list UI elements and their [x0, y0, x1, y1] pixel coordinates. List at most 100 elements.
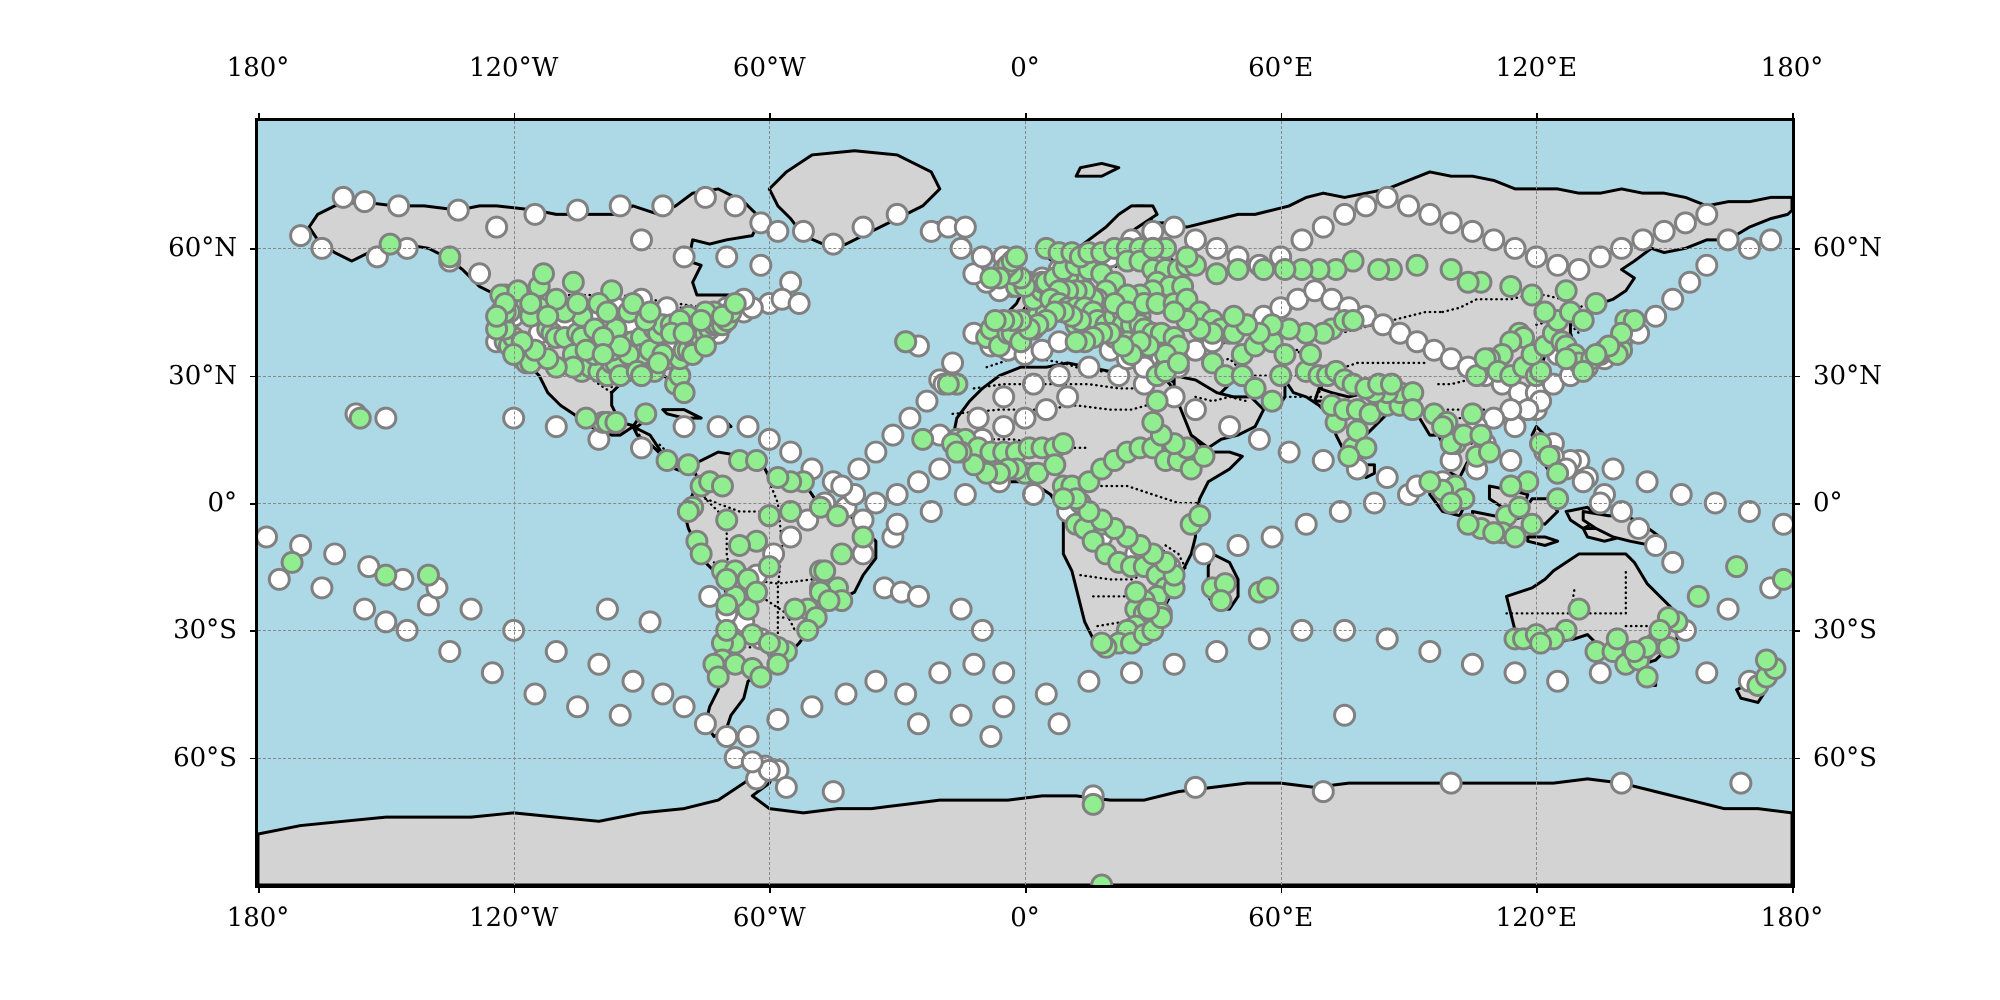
scatter-point[interactable]	[1367, 258, 1391, 282]
scatter-point[interactable]	[1333, 703, 1357, 727]
scatter-point[interactable]	[651, 682, 675, 706]
scatter-point[interactable]	[953, 483, 977, 507]
scatter-point[interactable]	[387, 194, 411, 218]
scatter-point[interactable]	[591, 342, 615, 366]
scatter-point[interactable]	[1298, 342, 1322, 366]
scatter-point[interactable]	[1328, 499, 1352, 523]
scatter-point[interactable]	[949, 597, 973, 621]
scatter-point[interactable]	[894, 330, 918, 354]
scatter-point[interactable]	[634, 402, 658, 426]
scatter-point[interactable]	[1273, 258, 1297, 282]
scatter-point[interactable]	[979, 266, 1003, 290]
scatter-point[interactable]	[629, 228, 653, 252]
scatter-point[interactable]	[647, 351, 671, 375]
scatter-point[interactable]	[749, 253, 773, 277]
scatter-point[interactable]	[1004, 245, 1028, 269]
scatter-point[interactable]	[864, 440, 888, 464]
scatter-point[interactable]	[928, 457, 952, 481]
scatter-point[interactable]	[1354, 194, 1378, 218]
scatter-point[interactable]	[1546, 487, 1570, 511]
scatter-point[interactable]	[885, 483, 909, 507]
scatter-point[interactable]	[574, 406, 598, 430]
scatter-point[interactable]	[587, 652, 611, 676]
scatter-point[interactable]	[1051, 432, 1075, 456]
scatter-point[interactable]	[1162, 652, 1186, 676]
scatter-point[interactable]	[1141, 410, 1165, 434]
scatter-point[interactable]	[672, 695, 696, 719]
scatter-point[interactable]	[740, 750, 764, 774]
scatter-point[interactable]	[949, 703, 973, 727]
scatter-point[interactable]	[1520, 283, 1544, 307]
scatter-point[interactable]	[561, 270, 585, 294]
scatter-point[interactable]	[779, 525, 803, 549]
scatter-point[interactable]	[928, 661, 952, 685]
scatter-point[interactable]	[1627, 516, 1651, 540]
scatter-point[interactable]	[1439, 771, 1463, 795]
scatter-point[interactable]	[1622, 640, 1646, 664]
scatter-point[interactable]	[1243, 376, 1267, 400]
scatter-point[interactable]	[715, 245, 739, 269]
scatter-point[interactable]	[1529, 631, 1553, 655]
scatter-point[interactable]	[331, 185, 355, 209]
scatter-point[interactable]	[446, 198, 470, 222]
scatter-point[interactable]	[672, 381, 696, 405]
scatter-point[interactable]	[945, 440, 969, 464]
scatter-point[interactable]	[1588, 245, 1612, 269]
scatter-point[interactable]	[1379, 372, 1403, 396]
scatter-point[interactable]	[1166, 351, 1190, 375]
scatter-point[interactable]	[966, 406, 990, 430]
scatter-point[interactable]	[813, 559, 837, 583]
scatter-point[interactable]	[1137, 597, 1161, 621]
scatter-point[interactable]	[1375, 627, 1399, 651]
scatter-point[interactable]	[348, 406, 372, 430]
scatter-point[interactable]	[1260, 389, 1284, 413]
scatter-point[interactable]	[941, 351, 965, 375]
scatter-point[interactable]	[766, 219, 790, 243]
scatter-point[interactable]	[1460, 219, 1484, 243]
scatter-point[interactable]	[706, 415, 730, 439]
scatter-point[interactable]	[651, 194, 675, 218]
scatter-point[interactable]	[847, 457, 871, 481]
scatter-point[interactable]	[1499, 275, 1523, 299]
scatter-point[interactable]	[1226, 258, 1250, 282]
scatter-point[interactable]	[1571, 308, 1595, 332]
scatter-point[interactable]	[779, 499, 803, 523]
scatter-point[interactable]	[1456, 270, 1480, 294]
scatter-point[interactable]	[1077, 355, 1101, 379]
scatter-point[interactable]	[1588, 661, 1612, 685]
scatter-point[interactable]	[1401, 398, 1425, 422]
scatter-point[interactable]	[1695, 661, 1719, 685]
scatter-point[interactable]	[736, 415, 760, 439]
scatter-point[interactable]	[979, 724, 1003, 748]
scatter-point[interactable]	[1644, 304, 1668, 328]
scatter-point[interactable]	[1546, 253, 1570, 277]
scatter-point[interactable]	[638, 610, 662, 634]
scatter-point[interactable]	[485, 215, 509, 239]
scatter-point[interactable]	[1311, 780, 1335, 804]
scatter-point[interactable]	[1090, 873, 1114, 885]
scatter-series-green-marker[interactable]	[280, 232, 1792, 885]
scatter-point[interactable]	[1252, 258, 1276, 282]
scatter-point[interactable]	[1051, 487, 1075, 511]
scatter-point[interactable]	[693, 334, 717, 358]
scatter-point[interactable]	[1077, 669, 1101, 693]
scatter-point[interactable]	[1571, 359, 1595, 383]
scatter-point[interactable]	[1222, 304, 1246, 328]
scatter-point[interactable]	[655, 449, 679, 473]
scatter-point[interactable]	[766, 707, 790, 731]
scatter-point[interactable]	[1661, 287, 1685, 311]
scatter-point[interactable]	[519, 292, 543, 316]
scatter-point[interactable]	[258, 525, 279, 549]
scatter-point[interactable]	[710, 474, 734, 498]
scatter-point[interactable]	[800, 695, 824, 719]
scatter-point[interactable]	[1090, 631, 1114, 655]
scatter-point[interactable]	[672, 321, 696, 345]
scatter-point[interactable]	[1673, 211, 1697, 235]
scatter-point[interactable]	[1022, 372, 1046, 396]
scatter-point[interactable]	[723, 292, 747, 316]
scatter-point[interactable]	[595, 597, 619, 621]
scatter-point[interactable]	[1482, 521, 1506, 545]
scatter-point[interactable]	[1631, 228, 1655, 252]
scatter-point[interactable]	[983, 308, 1007, 332]
scatter-point[interactable]	[1337, 444, 1361, 468]
